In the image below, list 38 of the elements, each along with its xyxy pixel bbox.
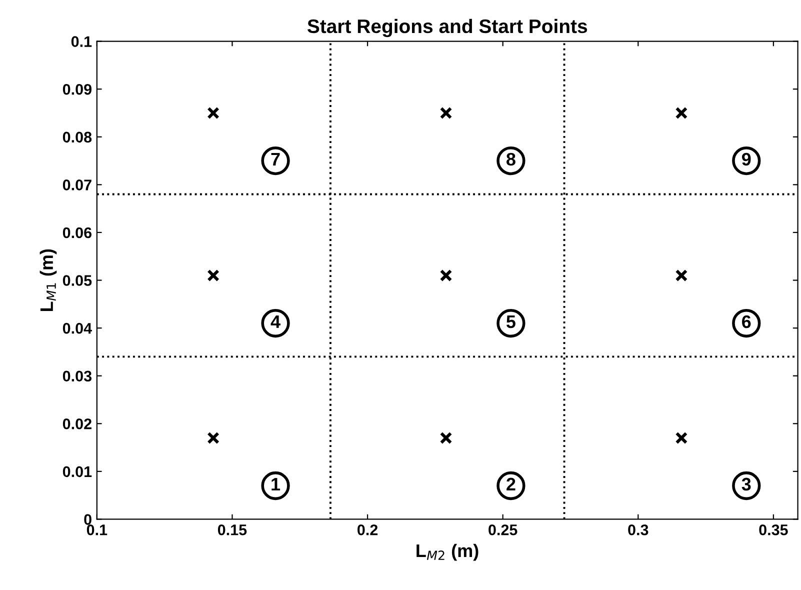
annotation: 2 <box>506 478 516 490</box>
x-tick-label: 0.35 <box>759 524 788 536</box>
point <box>440 432 452 444</box>
point <box>440 106 452 120</box>
y-tick-label: 0.01 <box>62 466 92 478</box>
point <box>207 106 220 120</box>
annotation: 9 <box>742 152 751 166</box>
y-tick-label: 0.03 <box>62 370 92 382</box>
annotation: 6 <box>742 315 751 328</box>
y-tick-label: 0 <box>84 514 92 525</box>
x-tick-label: 0.15 <box>218 524 247 536</box>
y-tick-label: 0.06 <box>62 227 92 238</box>
point <box>675 432 688 444</box>
x-tick-label: 0.2 <box>358 524 378 536</box>
y-tick-label: 0.04 <box>62 322 92 334</box>
annotation: 4 <box>270 316 280 328</box>
y-tick-label: 0.07 <box>62 180 92 190</box>
x-tick-label: 0.25 <box>488 524 518 536</box>
y-tick-label: 0.08 <box>62 132 92 143</box>
chart-title: Start Regions and Start Points <box>307 18 588 38</box>
x-tick-label: 0.1 <box>86 524 108 536</box>
annotation: 7 <box>271 153 280 166</box>
y-axis-title: L$_{M1}$ (m) <box>40 249 57 311</box>
y-tick-label: 0.05 <box>62 275 92 286</box>
y-tick-label: 0.1 <box>71 36 92 47</box>
annotation: 5 <box>506 316 516 328</box>
y-tick-label: 0.02 <box>62 418 92 430</box>
x-tick-label: 0.3 <box>628 524 648 536</box>
point <box>207 269 220 282</box>
point <box>675 269 688 282</box>
annotation: 8 <box>506 152 516 166</box>
point <box>440 269 452 282</box>
point <box>675 106 688 120</box>
x-axis-title: L$_{M2}$ (m) <box>416 544 478 561</box>
y-tick-label: 0.09 <box>62 84 92 95</box>
annotation: 3 <box>742 478 751 491</box>
annotation: 1 <box>272 478 280 490</box>
point <box>207 432 220 444</box>
